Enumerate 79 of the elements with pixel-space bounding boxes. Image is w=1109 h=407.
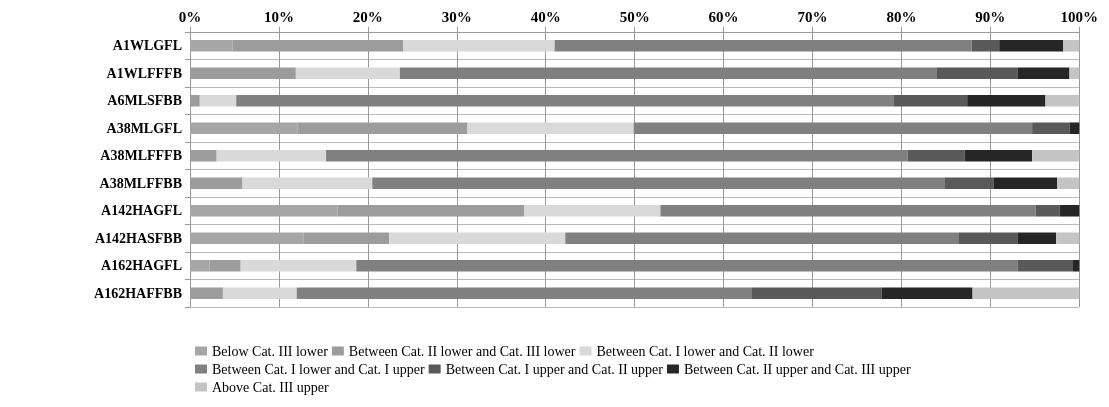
y-tick-label: A142HAGFL [101, 203, 182, 219]
bar [524, 204, 661, 217]
y-tick-label: A162HAFFBB [94, 285, 182, 301]
bar [296, 287, 753, 300]
y-tick-label: A6MLSFBB [107, 93, 182, 109]
bar [1017, 259, 1074, 272]
bar [190, 287, 223, 300]
bar [222, 287, 297, 300]
bar [1017, 67, 1070, 80]
bar [190, 149, 217, 162]
legend-label: Between Cat. I lower and Cat. I upper [212, 361, 425, 377]
y-tick-label: A162HAGFL [101, 258, 182, 274]
bar [972, 287, 1080, 300]
bar [1056, 232, 1080, 245]
bar [1032, 149, 1080, 162]
bar [1032, 122, 1070, 135]
bar [1073, 259, 1080, 272]
bar [216, 149, 327, 162]
bar [356, 259, 1018, 272]
bar [565, 232, 959, 245]
y-tick-label: A38MLFFBB [99, 175, 182, 191]
bar [1059, 204, 1080, 217]
bar [999, 39, 1064, 52]
bar [399, 67, 937, 80]
x-tick-label: 10% [263, 8, 294, 25]
y-tick-label: A38MLFFFB [100, 148, 182, 164]
legend-label: Between Cat. I lower and Cat. II lower [596, 343, 815, 359]
bar [893, 94, 968, 107]
bar [190, 94, 200, 107]
bar [1045, 94, 1080, 107]
bar [752, 287, 882, 300]
bar [242, 177, 373, 190]
bar [1057, 177, 1080, 190]
x-tick-label: 90% [975, 8, 1006, 25]
x-tick-label: 70% [797, 8, 828, 25]
legend-label: Above Cat. III upper [212, 379, 329, 395]
x-tick-label: 0% [178, 8, 202, 25]
x-tick-label: 30% [441, 8, 472, 25]
bar [236, 94, 894, 107]
bar [295, 67, 400, 80]
bar [660, 204, 1036, 217]
x-tick-label: 100% [1060, 8, 1098, 25]
bar [1069, 122, 1080, 135]
bar [1017, 232, 1057, 245]
bar [967, 94, 1046, 107]
bar [881, 287, 973, 300]
bar [971, 39, 1000, 52]
bar [467, 122, 634, 135]
legend-label: Between Cat. II upper and Cat. III upper [683, 361, 911, 377]
bar [993, 177, 1058, 190]
bar [964, 149, 1033, 162]
y-tick-label: A142HASFBB [94, 230, 182, 246]
bar [1035, 204, 1060, 217]
y-tick-label: A38MLGFL [106, 120, 182, 136]
x-tick-label: 60% [708, 8, 739, 25]
bar [1069, 67, 1080, 80]
legend-label: Between Cat. I upper and Cat. II upper [445, 361, 664, 377]
bar [326, 149, 908, 162]
bar [907, 149, 965, 162]
y-tick-label: A1WLGFL [112, 38, 182, 54]
legend-label: Between Cat. II lower and Cat. III lower [348, 343, 576, 359]
bar [190, 177, 243, 190]
bar [554, 39, 972, 52]
bar [199, 94, 237, 107]
y-tick-label: A1WLFFFB [106, 65, 182, 81]
x-tick-label: 20% [352, 8, 383, 25]
bar [936, 67, 1018, 80]
bar [372, 177, 945, 190]
bar [944, 177, 994, 190]
legend-label: Below Cat. III lower [212, 343, 329, 359]
x-tick-label: 80% [886, 8, 917, 25]
bar [240, 259, 357, 272]
x-tick-label: 50% [619, 8, 650, 25]
bar [389, 232, 566, 245]
bar [1063, 39, 1080, 52]
bar [958, 232, 1018, 245]
bar [403, 39, 555, 52]
x-tick-label: 40% [530, 8, 561, 25]
bar [633, 122, 1033, 135]
